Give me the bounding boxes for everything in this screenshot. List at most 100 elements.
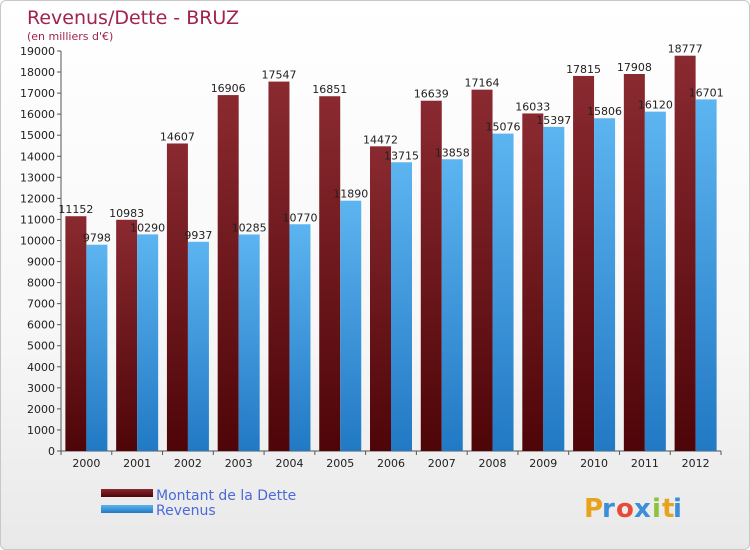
y-tick-label: 1000 [27, 424, 55, 437]
legend-label-dette: Montant de la Dette [156, 488, 296, 504]
y-tick-label: 7000 [27, 298, 55, 311]
y-tick-label: 4000 [27, 361, 55, 374]
bar-revenus [289, 224, 311, 451]
data-label-dette: 16033 [515, 100, 550, 113]
bar-dette [370, 146, 391, 452]
bar-revenus [391, 162, 412, 451]
bar-dette [674, 55, 696, 452]
x-tick-label: 2012 [682, 457, 710, 470]
data-label-dette: 17815 [566, 63, 601, 76]
bar-revenus [441, 159, 463, 451]
y-tick-label: 2000 [27, 403, 55, 416]
bar-dette [471, 89, 493, 451]
y-tick-label: 10000 [20, 234, 55, 247]
data-label-dette: 10983 [109, 207, 144, 220]
x-axis-ticks: 2000 2001 2002 2003 2004 2005 2006 2007 2008 2009… [60, 451, 722, 470]
chart-title: Revenus/Dette - BRUZ [27, 7, 239, 29]
y-tick-label: 13000 [20, 171, 55, 184]
y-tick-label: 11000 [20, 213, 55, 226]
data-label-dette: 17164 [465, 77, 500, 90]
data-label-dette: 17547 [261, 69, 296, 82]
y-tick-label: 0 [48, 445, 55, 458]
bar-dette [217, 95, 239, 451]
y-tick-label: 8000 [27, 277, 55, 290]
y-tick-label: 14000 [20, 150, 55, 163]
bar-revenus [594, 118, 616, 452]
data-label-dette: 14472 [363, 133, 398, 146]
data-label-revenus: 9798 [83, 232, 111, 245]
data-label-revenus: 10290 [130, 221, 165, 234]
data-label-dette: 16906 [211, 82, 246, 95]
x-tick-label: 2000 [72, 457, 100, 470]
x-tick-label: 2007 [428, 457, 456, 470]
y-tick-label: 16000 [20, 108, 55, 121]
x-tick-label: 2005 [326, 457, 354, 470]
x-tick-label: 2011 [631, 457, 659, 470]
brand-letter: r [602, 494, 615, 524]
bar-dette [65, 216, 87, 451]
brand-letter: i [673, 494, 682, 524]
data-label-revenus: 9937 [184, 229, 212, 242]
bar-dette [116, 219, 138, 451]
bar-revenus [695, 99, 717, 452]
brand-logo: Pr o x i ti [584, 494, 682, 524]
y-tick-label: 19000 [20, 45, 55, 58]
data-label-revenus: 10770 [282, 211, 317, 224]
data-label-revenus: 15806 [587, 105, 622, 118]
data-label-dette: 16851 [312, 83, 347, 96]
x-tick-label: 2001 [123, 457, 151, 470]
brand-letter: i [652, 494, 661, 524]
bar-revenus [340, 200, 362, 451]
x-tick-label: 2008 [479, 457, 507, 470]
data-label-dette: 17908 [617, 61, 652, 74]
chart-subtitle: (en milliers d'€) [27, 30, 113, 43]
data-label-revenus: 13858 [435, 146, 470, 159]
bar-dette [522, 113, 544, 451]
x-tick-label: 2002 [174, 457, 202, 470]
legend-label-revenus: Revenus [156, 503, 216, 519]
bar-dette [420, 100, 442, 451]
y-tick-label: 15000 [20, 129, 55, 142]
data-label-revenus: 16120 [638, 99, 673, 112]
data-label-revenus: 11890 [333, 188, 368, 201]
y-tick-label: 18000 [20, 66, 55, 79]
brand-letter: x [634, 494, 651, 524]
y-tick-label: 6000 [27, 319, 55, 332]
data-label-dette: 16639 [414, 88, 449, 101]
bar-dette [623, 73, 645, 451]
y-axis-ticks: 0 1000 2000 3000 4000 5000 6000 7000 8000 9000 100… [20, 45, 61, 458]
bar-revenus [644, 111, 666, 451]
brand-letter: P [584, 494, 603, 524]
bar-revenus [492, 133, 514, 451]
data-label-revenus: 13715 [384, 149, 419, 162]
data-label-revenus: 10285 [232, 221, 267, 234]
bar-dette [319, 96, 341, 452]
y-tick-label: 17000 [20, 87, 55, 100]
brand-letter: o [616, 494, 634, 524]
data-label-dette: 18777 [668, 43, 703, 56]
data-label-revenus: 16701 [689, 86, 724, 99]
x-tick-label: 2009 [529, 457, 557, 470]
brand-letter: t [662, 494, 674, 524]
x-tick-label: 2004 [275, 457, 303, 470]
y-tick-label: 12000 [20, 192, 55, 205]
y-tick-label: 9000 [27, 256, 55, 269]
data-label-revenus: 15397 [536, 114, 571, 127]
x-tick-label: 2010 [580, 457, 608, 470]
bar-dette [166, 143, 188, 452]
bar-revenus [543, 126, 565, 451]
data-label-dette: 11152 [58, 203, 93, 216]
bar-revenus [187, 241, 209, 451]
bar-revenus [238, 234, 260, 451]
bar-dette [268, 81, 290, 451]
y-tick-label: 5000 [27, 340, 55, 353]
x-tick-label: 2003 [225, 457, 253, 470]
y-tick-label: 3000 [27, 382, 55, 395]
data-label-dette: 14607 [160, 130, 195, 143]
bar-revenus [86, 244, 108, 451]
data-label-revenus: 15076 [486, 121, 521, 134]
x-tick-label: 2006 [377, 457, 405, 470]
